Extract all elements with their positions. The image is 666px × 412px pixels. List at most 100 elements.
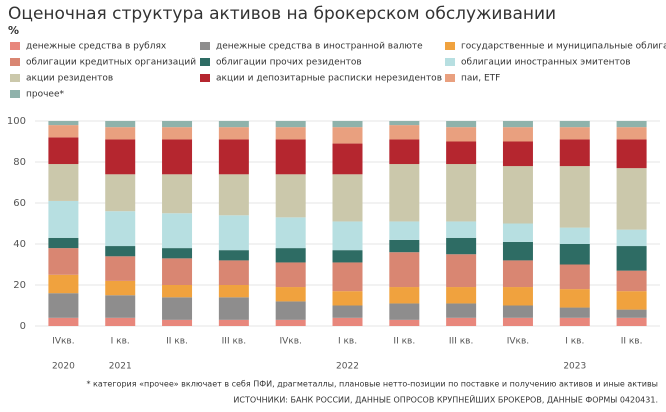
bar-segment (218, 121, 249, 128)
legend-swatch (200, 42, 210, 50)
bar-segment (105, 139, 136, 175)
y-tick-label: 40 (13, 239, 26, 250)
bar-segment (559, 139, 590, 167)
legend-label: государственные и муниципальные облигаци… (461, 42, 666, 52)
bar-segment (446, 221, 477, 238)
bar-segment (105, 256, 136, 281)
bar-segment (502, 317, 533, 326)
bar-segment (446, 121, 477, 128)
x-tick-label: IVкв. (52, 337, 74, 347)
x-tick-label: IVкв. (507, 337, 529, 347)
bar-segment (275, 287, 306, 302)
legend-swatch (200, 58, 210, 66)
legend-label: паи, ETF (461, 74, 500, 84)
bar-segment (105, 317, 136, 326)
bar-segment (275, 121, 306, 128)
bar-segment (105, 295, 136, 318)
bar-segment (446, 237, 477, 255)
bar-segment (332, 317, 363, 326)
y-tick-label: 0 (20, 321, 26, 332)
bar-segment (218, 260, 249, 285)
bar-segment (616, 270, 647, 292)
legend-swatch (10, 90, 20, 98)
legend-label: акции резидентов (26, 74, 113, 84)
bar-segment (218, 174, 249, 216)
bar-segment (332, 250, 363, 263)
bar-segment (446, 303, 477, 318)
bar-segment (275, 262, 306, 288)
bar-segment (389, 125, 420, 140)
bar-segment (389, 319, 420, 326)
bar-segment (275, 319, 306, 326)
bar-segment (559, 307, 590, 318)
bar-segment (616, 317, 647, 326)
bar-segment (105, 174, 136, 212)
legend-label: облигации иностранных эмитентов (461, 58, 631, 68)
bar-segment (162, 174, 193, 214)
x-tick-label: II кв. (166, 337, 188, 347)
legend-swatch (10, 58, 20, 66)
bar-segment (275, 248, 306, 263)
bar-segment (105, 127, 136, 140)
bar-segment (162, 248, 193, 259)
x-tick-label: I кв. (338, 337, 357, 347)
bar-segment (389, 287, 420, 304)
bar-segment (389, 221, 420, 240)
chart-title: Оценочная структура активов на брокерско… (8, 4, 556, 24)
x-tick-label: II кв. (393, 337, 415, 347)
x-tick-label: II кв. (621, 337, 643, 347)
bar-segment (332, 174, 363, 222)
bar-segment (559, 244, 590, 265)
legend-swatch (445, 42, 455, 50)
legend-label: облигации кредитных организаций (26, 58, 196, 68)
bar-segment (105, 280, 136, 296)
bar-segment (332, 127, 363, 144)
bar-segment (218, 319, 249, 326)
bar-segment (48, 237, 79, 249)
bar-segment (332, 262, 363, 292)
year-label: 2022 (336, 362, 359, 372)
bar-segment (48, 137, 79, 165)
bar-segment (559, 227, 590, 244)
bar-segment (332, 121, 363, 128)
bar-segment (48, 274, 79, 294)
bar-segment (105, 246, 136, 257)
bar-segment (218, 250, 249, 261)
bar-segment (559, 317, 590, 326)
bar-segment (502, 241, 533, 261)
legend-label: акции и депозитарные расписки нерезидент… (216, 74, 442, 84)
bar-segment (446, 164, 477, 222)
legend-label: денежные средства в иностранной валюте (216, 42, 423, 52)
legend-swatch (10, 74, 20, 82)
bar-segment (162, 127, 193, 140)
bar-segment (502, 287, 533, 306)
bar-segment (616, 139, 647, 169)
bar-segment (616, 291, 647, 310)
bar-segment (332, 143, 363, 175)
bar-segment (48, 317, 79, 326)
bar-segment (218, 285, 249, 298)
bar-segment (502, 141, 533, 167)
bar-segment (559, 121, 590, 128)
legend-swatch (445, 58, 455, 66)
bar-segment (162, 285, 193, 298)
bar-segment (275, 127, 306, 140)
x-tick-label: III кв. (222, 337, 246, 347)
bar-segment (162, 139, 193, 175)
bar-segment (502, 223, 533, 242)
bar-segment (48, 125, 79, 138)
bar-segment (446, 287, 477, 304)
bar-segment (559, 289, 590, 308)
bar-segment (48, 248, 79, 275)
year-label: 2023 (563, 362, 586, 372)
legend-swatch (10, 42, 20, 50)
bar-segment (275, 301, 306, 320)
bar-segment (218, 215, 249, 251)
bar-segment (275, 174, 306, 218)
bar-segment (389, 139, 420, 165)
y-tick-label: 100 (7, 116, 26, 127)
bar-segment (559, 127, 590, 140)
bar-segment (616, 246, 647, 271)
bar-segment (218, 297, 249, 320)
legend-label: облигации прочих резидентов (216, 58, 362, 68)
